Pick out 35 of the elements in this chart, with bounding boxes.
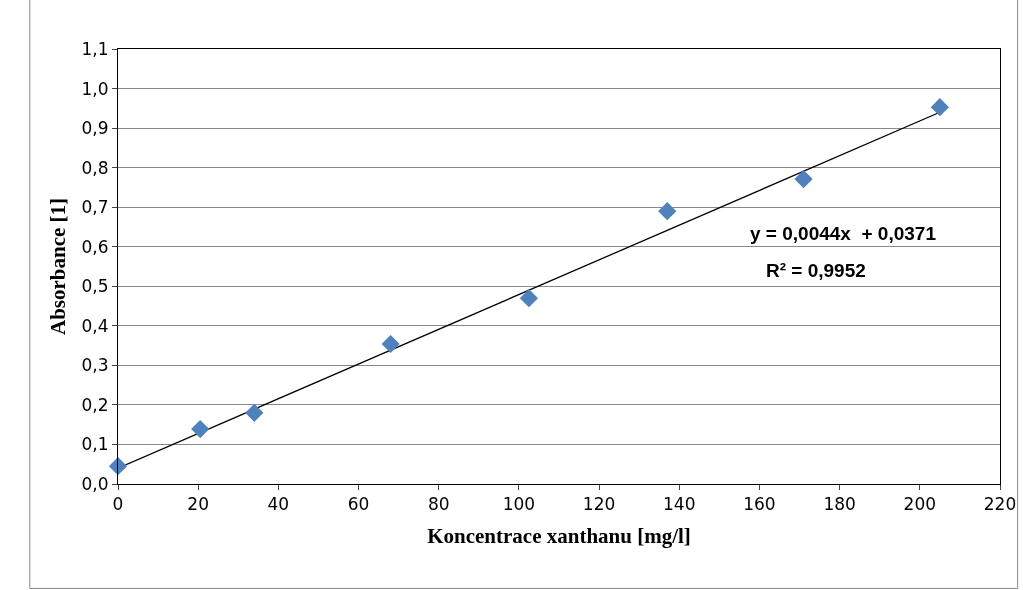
x-tick-label: 100 <box>502 494 536 515</box>
y-axis-title: Absorbance [1] <box>45 197 70 336</box>
x-tick-label: 20 <box>187 494 209 515</box>
x-tick-label: 140 <box>663 494 696 515</box>
x-axis-title: Koncentrace xanthanu [mg/l] <box>427 523 691 548</box>
y-tick-label: 0,0 <box>81 473 109 494</box>
y-tick-label: 0,1 <box>81 434 109 455</box>
x-tick-label: 40 <box>267 494 290 515</box>
x-tick-label: 220 <box>983 494 1017 515</box>
x-tick-label: 80 <box>427 494 450 515</box>
x-tick-label: 120 <box>582 494 616 515</box>
x-tick-label: 0 <box>112 494 124 515</box>
y-tick-label: 0,8 <box>81 157 109 178</box>
y-tick-label: 0,2 <box>81 394 109 415</box>
point <box>519 289 539 308</box>
x-tick-label: 60 <box>347 494 370 515</box>
y-tick-label: 0,6 <box>81 236 109 257</box>
annotation: R² = 0,9952 <box>766 260 866 281</box>
x-tick-label: 200 <box>903 494 937 515</box>
x-tick-label: 160 <box>743 494 776 515</box>
point <box>245 403 264 422</box>
y-tick-label: 0,3 <box>81 355 109 376</box>
annotation: y = 0,0044x + 0,0371 <box>750 223 937 244</box>
y-tick-label: 0,9 <box>81 118 109 139</box>
y-tick-label: 0,5 <box>81 276 109 297</box>
point <box>191 419 210 439</box>
y-tick-label: 1,0 <box>81 78 109 99</box>
y-tick-label: 0,4 <box>81 315 109 336</box>
point <box>794 170 813 189</box>
point <box>658 202 677 221</box>
y-tick-label: 0,7 <box>81 197 109 218</box>
point <box>930 98 949 117</box>
point <box>381 334 400 354</box>
x-tick-label: 180 <box>823 494 856 515</box>
y-tick-label: 1,1 <box>81 38 109 59</box>
